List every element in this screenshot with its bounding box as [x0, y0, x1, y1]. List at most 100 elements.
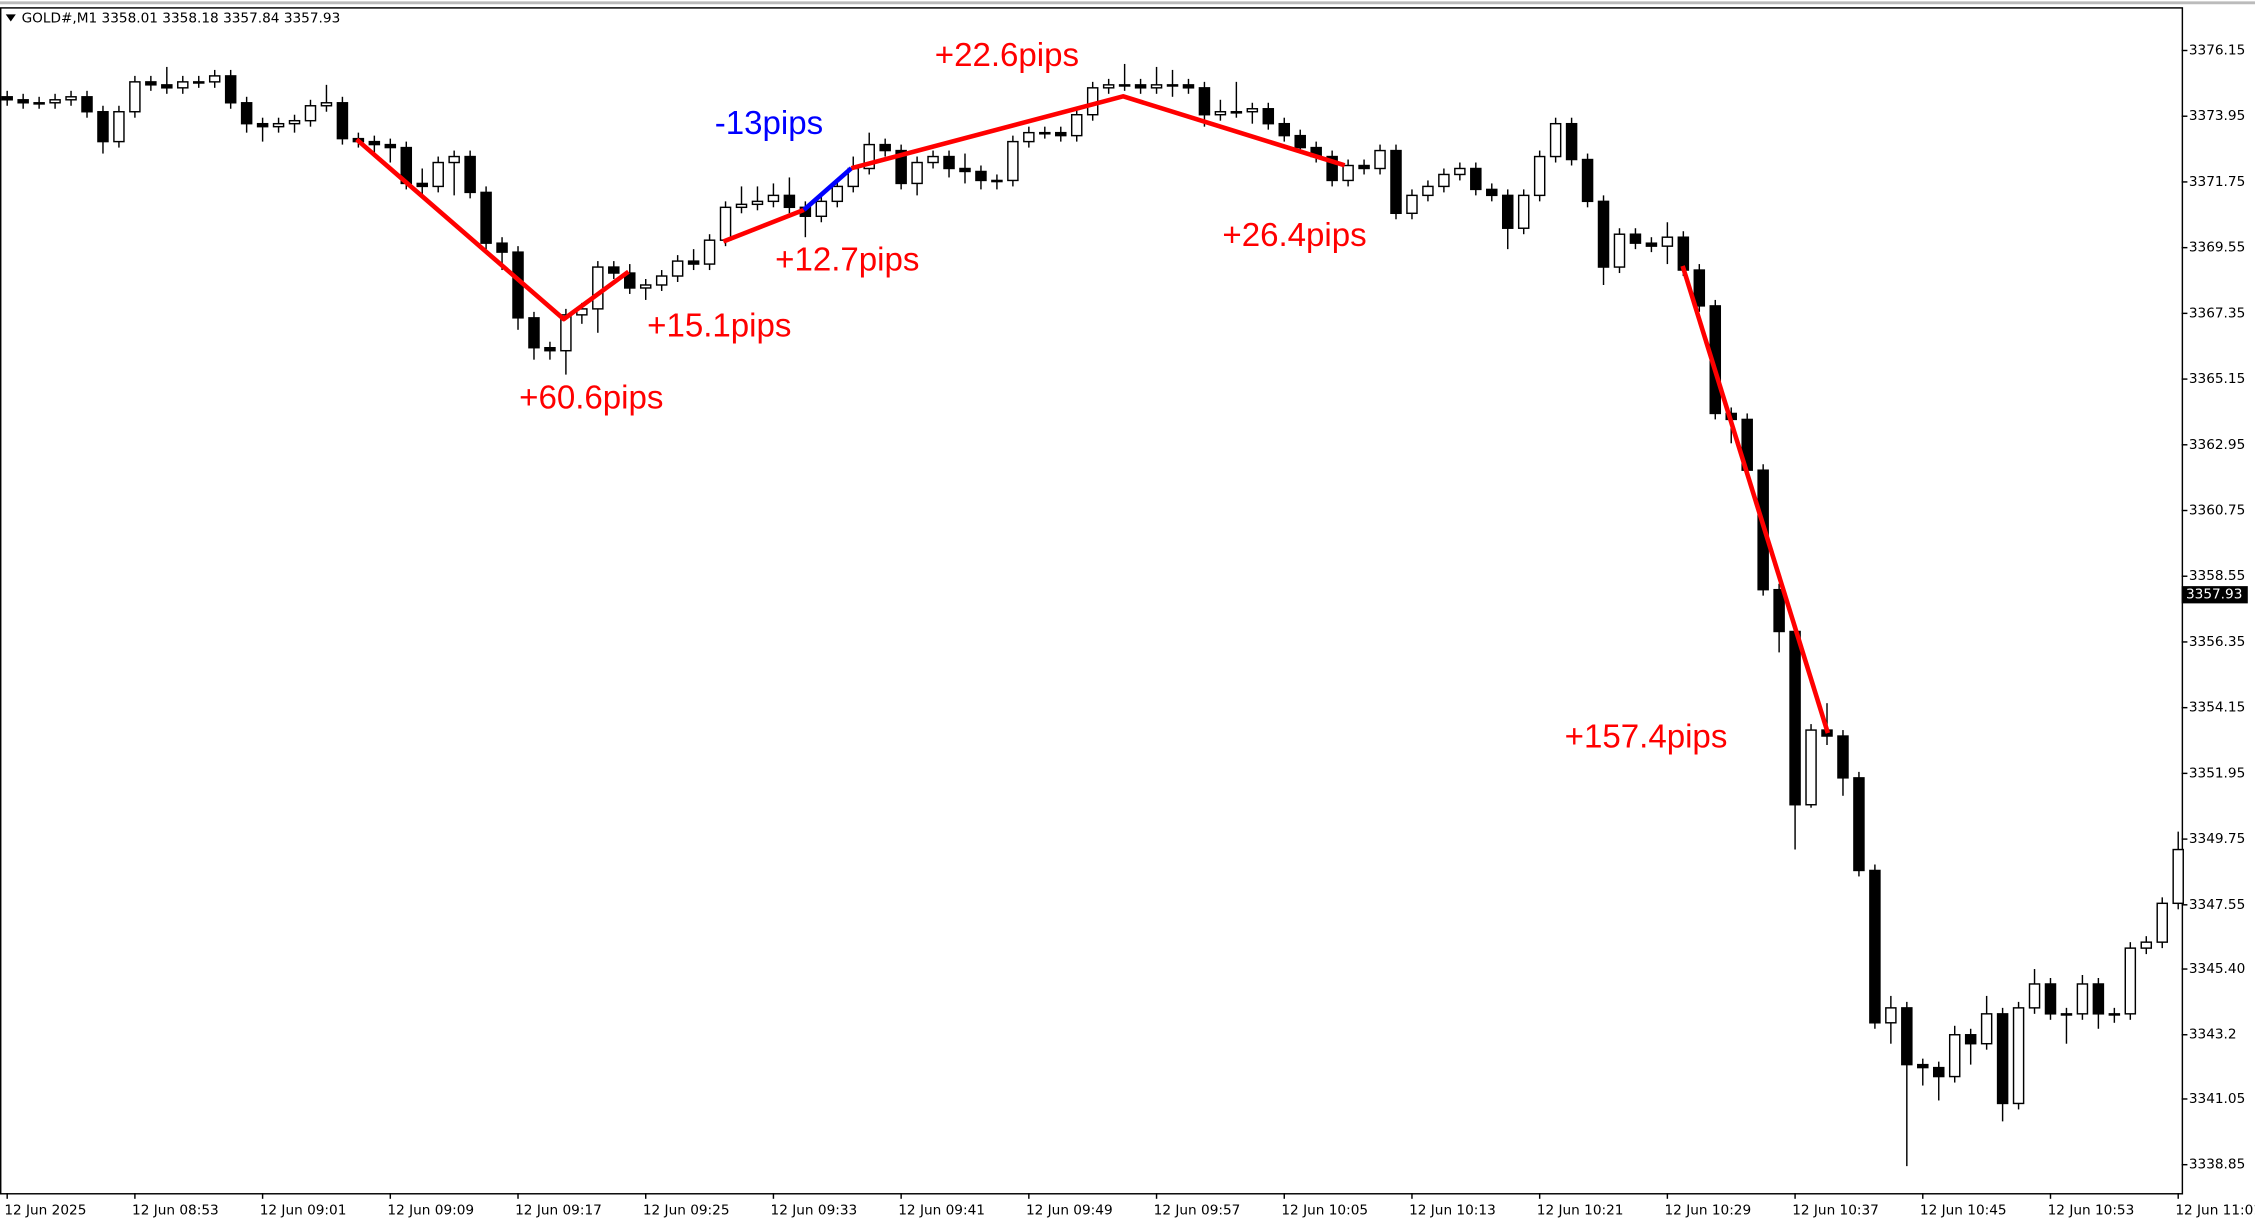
annotation: +157.4pips [1565, 719, 1728, 756]
candle-body [735, 203, 748, 209]
candle-body [608, 266, 620, 274]
y-tick-label: 3365.15 [2189, 371, 2245, 387]
candle-body [1693, 269, 1706, 307]
candle-body [671, 260, 684, 277]
candle-body [1262, 108, 1275, 125]
candle-body [384, 143, 397, 149]
candle-body [1406, 194, 1418, 215]
candle-body [1342, 164, 1354, 182]
candle-body [1198, 87, 1211, 116]
y-tick-label: 3356.35 [2189, 634, 2245, 650]
candle-body [1, 96, 13, 101]
y-tick-label: 3343.2 [2189, 1027, 2237, 1043]
candle-body [2092, 983, 2105, 1015]
candle-body [192, 81, 205, 84]
y-tick-label: 3349.75 [2189, 831, 2245, 847]
price-tag [2181, 586, 2248, 604]
candle-body [208, 75, 221, 83]
candle-body [544, 346, 556, 352]
y-tick-label: 3360.75 [2189, 503, 2245, 519]
candle-body [703, 239, 716, 265]
annotation: +15.1pips [647, 307, 791, 344]
candle-body [1517, 194, 1530, 229]
candle-body [1470, 167, 1482, 191]
candle-body [1070, 114, 1083, 137]
candle-body [1677, 236, 1690, 271]
candle-body [1901, 1007, 1913, 1066]
y-tick-label: 3367.35 [2189, 305, 2245, 321]
candle-body [1805, 729, 1817, 806]
candle-body [863, 143, 875, 170]
candle-body [1565, 122, 1578, 161]
candle-body [911, 161, 923, 185]
candle-body [975, 170, 987, 182]
x-tick-label: 12 Jun 10:21 [1537, 1202, 1624, 1218]
candle-body [943, 155, 955, 170]
candle-body [1102, 84, 1115, 89]
candle-body [639, 284, 652, 289]
candle-body [416, 182, 428, 188]
candle-body [1837, 735, 1849, 779]
candle-body [1501, 194, 1514, 229]
candle-body [1996, 1013, 2009, 1105]
candle-body [1166, 84, 1179, 87]
candle-body [1039, 131, 1051, 135]
x-tick-label: 12 Jun 10:53 [2048, 1202, 2135, 1218]
candle-body [1661, 236, 1674, 247]
y-tick-label: 3341.05 [2189, 1091, 2245, 1107]
candle-body [1789, 630, 1801, 806]
annotation: +22.6pips [935, 37, 1079, 74]
annotation: +12.7pips [775, 241, 919, 278]
candle-body [432, 161, 444, 188]
candle-body [145, 81, 157, 86]
candle-body [624, 272, 636, 289]
trend-lines [355, 94, 1831, 734]
candle-body [288, 119, 301, 125]
candle-body [1917, 1063, 1929, 1069]
candle-body [655, 275, 668, 286]
candle-body [1326, 155, 1338, 182]
candle-body [1214, 111, 1227, 116]
candle-body [528, 317, 540, 349]
y-tick-label: 3373.95 [2189, 108, 2245, 124]
candle-body [1948, 1034, 1961, 1078]
candle-body [1055, 131, 1067, 137]
candle-body [1885, 1007, 1897, 1024]
candle-body [687, 260, 700, 265]
candle-body [1773, 588, 1785, 633]
price-tag-label: 3357.93 [2186, 587, 2242, 603]
candle-body [49, 99, 61, 104]
candle-body [1581, 158, 1594, 203]
candle-body [815, 200, 828, 218]
candle-body [927, 155, 939, 164]
candle-body [2028, 983, 2041, 1009]
candle-body [1597, 200, 1610, 268]
annotation: +26.4pips [1222, 217, 1366, 254]
x-tick-label: 12 Jun 10:13 [1409, 1202, 1496, 1218]
x-tick-label: 12 Jun 11:01 [2175, 1202, 2255, 1218]
candle-body [1007, 140, 1019, 182]
candle-body [480, 191, 492, 244]
candle-body [448, 155, 460, 164]
candle-body [113, 111, 125, 143]
candle-body [1933, 1066, 1945, 1078]
x-tick-label: 12 Jun 10:05 [1281, 1202, 1368, 1218]
menu-triangle[interactable] [5, 14, 16, 22]
candle-body [496, 242, 508, 253]
candle-body [2172, 848, 2184, 905]
candle-body [1294, 134, 1306, 149]
candles [1, 63, 2184, 1167]
candle-body [895, 149, 907, 185]
candle-body [1629, 233, 1642, 244]
x-tick-label: 12 Jun 10:29 [1665, 1202, 1752, 1218]
candle-body [959, 167, 971, 173]
candle-body [161, 84, 173, 89]
y-tick-label: 3351.95 [2189, 765, 2245, 781]
x-tick-label: 12 Jun 09:25 [643, 1202, 730, 1218]
x-tick-label: 12 Jun 09:01 [260, 1202, 347, 1218]
candle-body [991, 179, 1003, 183]
candle-body [2012, 1007, 2025, 1105]
trend-line [355, 137, 630, 322]
